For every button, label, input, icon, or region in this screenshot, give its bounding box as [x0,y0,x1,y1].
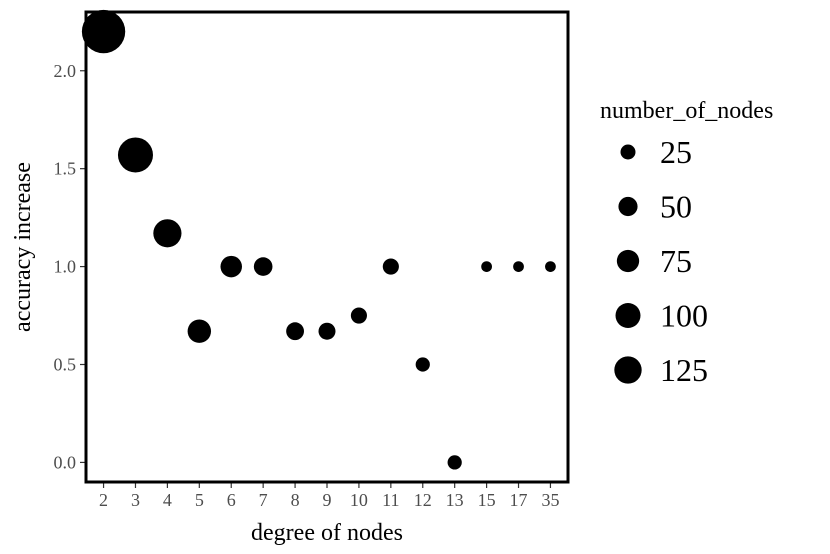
data-point [350,307,367,324]
x-tick-label: 2 [99,490,108,510]
x-axis-title: degree of nodes [251,520,403,546]
x-tick-label: 4 [163,490,172,510]
x-tick-label: 13 [446,490,464,510]
y-axis-ticks: 0.0 0.5 1.0 1.5 2.0 [54,61,85,472]
plot-panel [84,10,570,484]
legend-label: 75 [660,243,692,279]
y-tick-label: 0.0 [54,452,77,472]
data-point [513,261,524,272]
x-tick-label: 9 [323,490,332,510]
size-legend: number_of_nodes 25 50 75 100 125 [600,98,773,388]
data-point [481,261,492,272]
data-point [545,261,556,272]
x-tick-label: 15 [478,490,496,510]
y-axis-title: accuracy increase [10,162,36,332]
y-tick-label: 2.0 [54,61,77,81]
x-tick-label: 3 [131,490,140,510]
data-point [382,258,399,275]
x-tick-label: 10 [350,490,368,510]
x-tick-label: 17 [510,490,528,510]
x-tick-label: 7 [259,490,268,510]
data-point [318,322,336,340]
y-tick-label: 1.5 [54,159,77,179]
data-point [187,319,212,343]
data-points [81,9,556,470]
data-point [253,257,273,276]
legend-key [618,196,638,217]
data-point [153,219,182,248]
legend-key [614,356,642,384]
data-point [117,137,153,173]
data-point [415,357,430,372]
x-tick-label: 11 [382,490,399,510]
x-axis-ticks: 2 3 4 5 6 7 8 9 10 11 12 13 15 17 35 [99,483,559,510]
legend-label: 100 [660,298,708,334]
y-tick-label: 0.5 [54,355,77,375]
x-tick-label: 8 [291,490,300,510]
legend-label: 25 [660,134,692,170]
data-point [220,255,242,278]
data-point [81,9,126,54]
legend-key [615,303,641,328]
x-tick-label: 5 [195,490,204,510]
legend-label: 125 [660,352,708,388]
x-tick-label: 12 [414,490,432,510]
x-tick-label: 6 [227,490,236,510]
x-tick-label: 35 [541,490,559,510]
legend-label: 50 [660,189,692,225]
data-point [286,322,304,341]
legend-key [620,144,636,160]
y-tick-label: 1.0 [54,257,77,277]
legend-key [616,249,640,273]
legend-title: number_of_nodes [600,98,773,124]
panel-border [84,10,570,484]
data-point [447,455,462,470]
